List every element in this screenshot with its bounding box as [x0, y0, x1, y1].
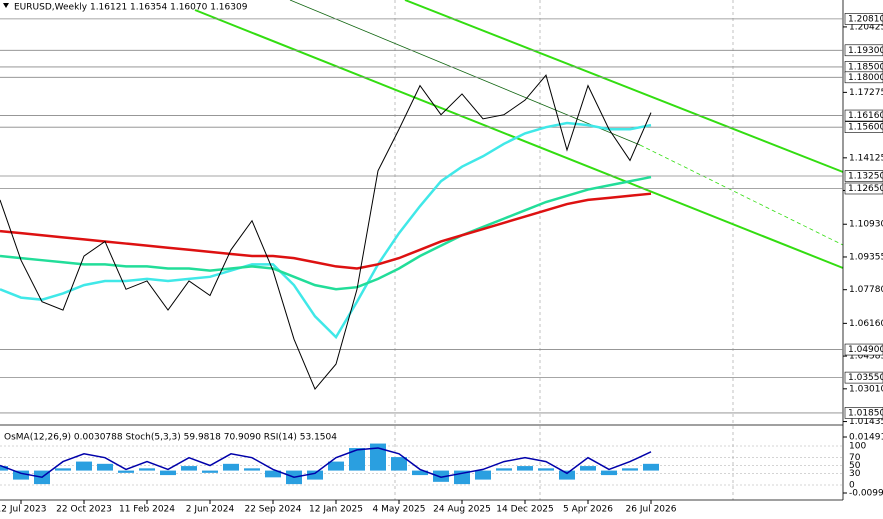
osma-bar	[97, 463, 113, 471]
y-tick-label: 1.17275	[849, 88, 883, 98]
osma-bar	[433, 470, 449, 482]
trend-line-ext	[639, 144, 844, 246]
osc-level-label: 0	[849, 481, 855, 491]
osma-bar	[0, 466, 8, 471]
x-tick-label: 12 Jul 2023	[0, 505, 46, 515]
osc-level-label: 50	[849, 461, 861, 471]
x-tick-label: 5 Apr 2026	[563, 505, 613, 515]
x-tick-label: 26 Jul 2026	[626, 505, 677, 515]
level-label: 1.01850	[848, 408, 883, 418]
level-label: 1.16160	[848, 111, 883, 121]
y-tick-label: 1.01435	[849, 417, 883, 427]
osma-bar	[265, 470, 281, 478]
x-tick-label: 22 Sep 2024	[244, 505, 301, 515]
osma-bar	[76, 461, 92, 471]
osma-bar	[391, 457, 407, 471]
level-label: 1.18000	[848, 73, 883, 83]
osc-tick-label: 0.014911	[849, 433, 883, 443]
osma-bar	[181, 466, 197, 471]
osma-bar	[13, 470, 29, 480]
osma-bar	[328, 461, 344, 471]
level-box	[844, 71, 883, 84]
osma-bar	[223, 463, 239, 471]
osma-bar	[349, 448, 365, 471]
osma-bar	[559, 470, 575, 480]
series-line	[0, 74, 652, 390]
osma-bar	[244, 468, 260, 471]
level-box	[844, 44, 883, 57]
osma-bar	[538, 468, 554, 471]
x-tick-label: 12 Jan 2025	[309, 505, 363, 515]
level-box	[844, 109, 883, 122]
x-tick-label: 2 Jun 2024	[186, 505, 235, 515]
level-box	[844, 371, 883, 384]
y-tick-label: 1.07780	[849, 285, 883, 295]
level-label: 1.12650	[848, 184, 883, 194]
level-label: 1.15600	[848, 123, 883, 133]
osma-bar	[55, 468, 71, 471]
osma-bar	[139, 468, 155, 471]
indicator-title: OsMA(12,26,9) 0.0030788 Stoch(5,3,3) 59.…	[4, 433, 337, 443]
osma-bar	[601, 470, 617, 476]
osma-bar	[202, 470, 218, 473]
level-box	[844, 407, 883, 419]
osc-tick-label: -0.009953	[849, 489, 883, 499]
level-box	[844, 121, 883, 133]
level-label: 1.03550	[848, 373, 883, 383]
osma-bar	[643, 463, 659, 471]
x-tick-label: 11 Feb 2024	[119, 505, 175, 515]
x-tick-label: 4 May 2025	[373, 505, 426, 515]
level-box	[844, 170, 883, 182]
level-label: 1.20810	[848, 14, 883, 24]
x-tick-label: 24 Aug 2025	[433, 505, 491, 515]
y-tick-label: 1.10930	[849, 220, 883, 230]
trend-channel	[194, 0, 844, 269]
osma-bar	[517, 466, 533, 471]
y-tick-label: 1.06160	[849, 319, 883, 329]
osma-bar	[160, 470, 176, 476]
series-line	[0, 121, 652, 340]
trend-line	[289, 0, 641, 146]
osc-level-label: 30	[849, 469, 861, 479]
series-line	[0, 192, 652, 270]
y-tick-label: 1.14125	[849, 153, 883, 163]
series-line	[0, 175, 652, 291]
grid-vertical	[394, 0, 734, 500]
y-tick-label: 1.20425	[849, 22, 883, 32]
y-tick-label: 1.03010	[849, 384, 883, 394]
osc-level-label: 70	[849, 453, 861, 463]
title-arrow	[3, 3, 9, 8]
level-label: 1.18500	[848, 62, 883, 72]
osma-bar	[580, 466, 596, 471]
x-tick-label: 14 Dec 2025	[496, 505, 554, 515]
level-box	[844, 13, 883, 25]
y-tick-label: 1.09355	[849, 252, 883, 262]
osma-bar	[370, 443, 386, 471]
osma-bar	[307, 470, 323, 480]
chart-title: EURUSD,Weekly 1.16121 1.16354 1.16070 1.…	[14, 3, 248, 13]
osma-bar	[622, 468, 638, 471]
level-label: 1.13250	[848, 172, 883, 182]
series-line	[0, 447, 652, 478]
osma-bar	[496, 468, 512, 471]
channel-lower	[194, 9, 844, 269]
osc-level-label: 100	[849, 442, 866, 452]
channel-upper	[404, 0, 844, 173]
osma-bar	[412, 470, 428, 476]
osma-bar	[118, 470, 134, 473]
y-tick-label: 1.04585	[849, 352, 883, 362]
x-tick-label: 22 Oct 2023	[56, 505, 112, 515]
level-box	[844, 182, 883, 195]
osma-bar	[475, 470, 491, 480]
level-label: 1.04900	[848, 345, 883, 355]
level-label: 1.19300	[848, 46, 883, 56]
level-box	[844, 343, 883, 356]
